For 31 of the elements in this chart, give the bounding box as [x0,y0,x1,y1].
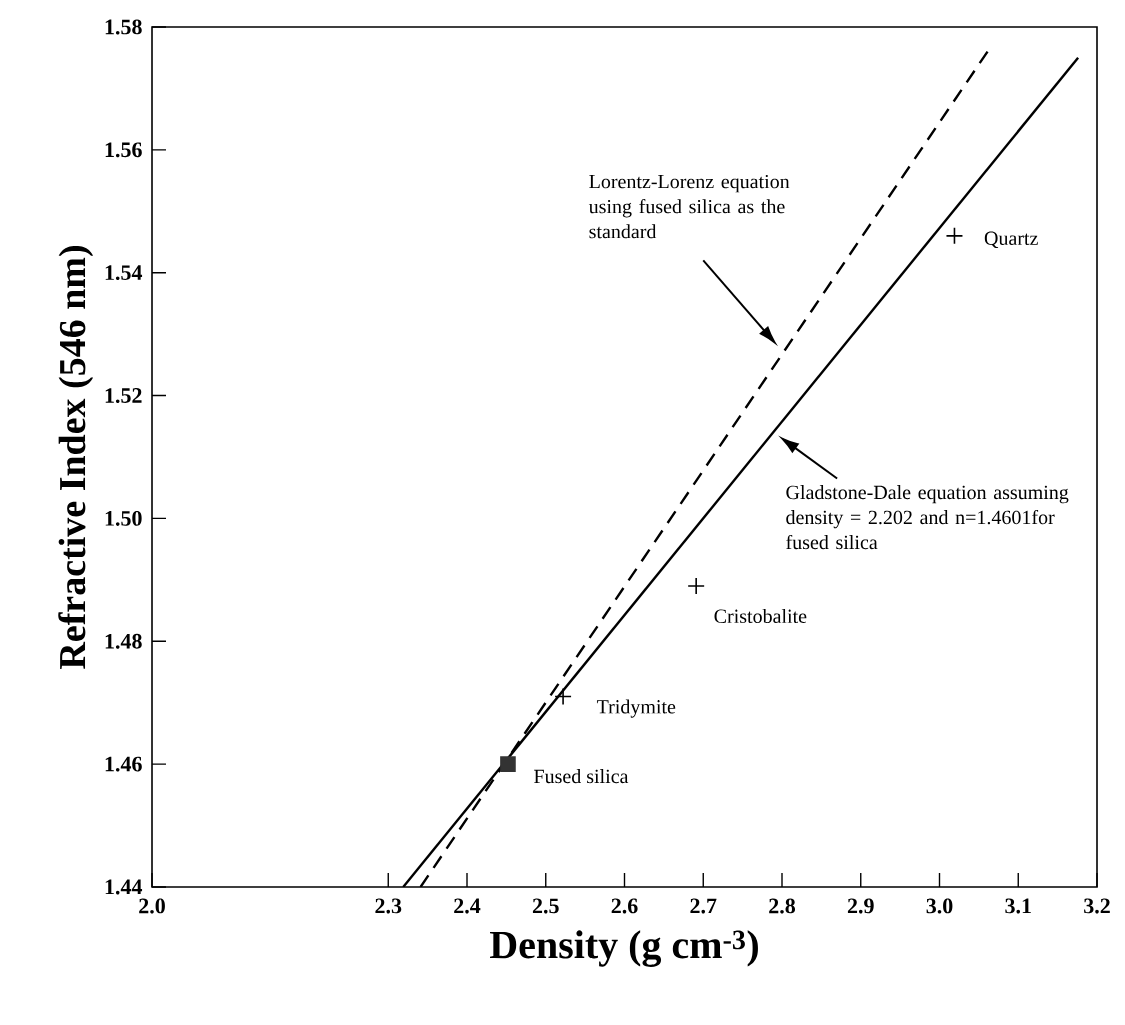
point [687,577,705,595]
x-tick-label: 3.2 [1084,898,1110,914]
y-axis-title: Refractive Index (546 nm) [58,246,94,669]
point [554,687,572,706]
annotation: Fused silica [534,769,629,784]
y-tick-label: 1.54 [105,265,143,281]
y-tick-label: 1.50 [105,510,142,526]
annotation: Lorentz-Lorenz equation using fused silica as the standard [588,174,790,239]
x-tick-label: 2.8 [769,898,796,914]
x-tick-label: 2.3 [375,898,402,914]
x-tick-label: 2.5 [532,898,559,914]
x-axis-title: Density (g cm$^{-3}$) [490,930,758,967]
y-tick-label: 1.46 [105,756,142,772]
x-tick-label: 2.4 [454,898,481,914]
y-tick-label: 1.56 [105,142,142,158]
point [500,756,516,772]
point [945,227,964,245]
y-tick-label: 1.52 [105,388,142,403]
x-tick-label: 2.9 [847,898,874,914]
annotation: Tridymite [596,699,676,718]
annotation: Gladstone-Dale equation assuming density = 2.202 and n=1.4601for fused silica [786,485,1069,550]
x-tick-label: 3.1 [1005,898,1031,914]
annotation: Quartz [984,231,1038,249]
y-tick-label: 1.44 [105,879,143,895]
x-tick-label: 2.6 [611,898,638,914]
x-tick-label: 3.0 [926,898,953,914]
y-tick-label: 1.58 [105,19,142,35]
annotation: Cristobalite [714,608,807,624]
x-tick-label: 2.0 [139,898,165,914]
x-tick-label: 2.7 [690,898,717,914]
y-tick-label: 1.48 [105,633,142,649]
